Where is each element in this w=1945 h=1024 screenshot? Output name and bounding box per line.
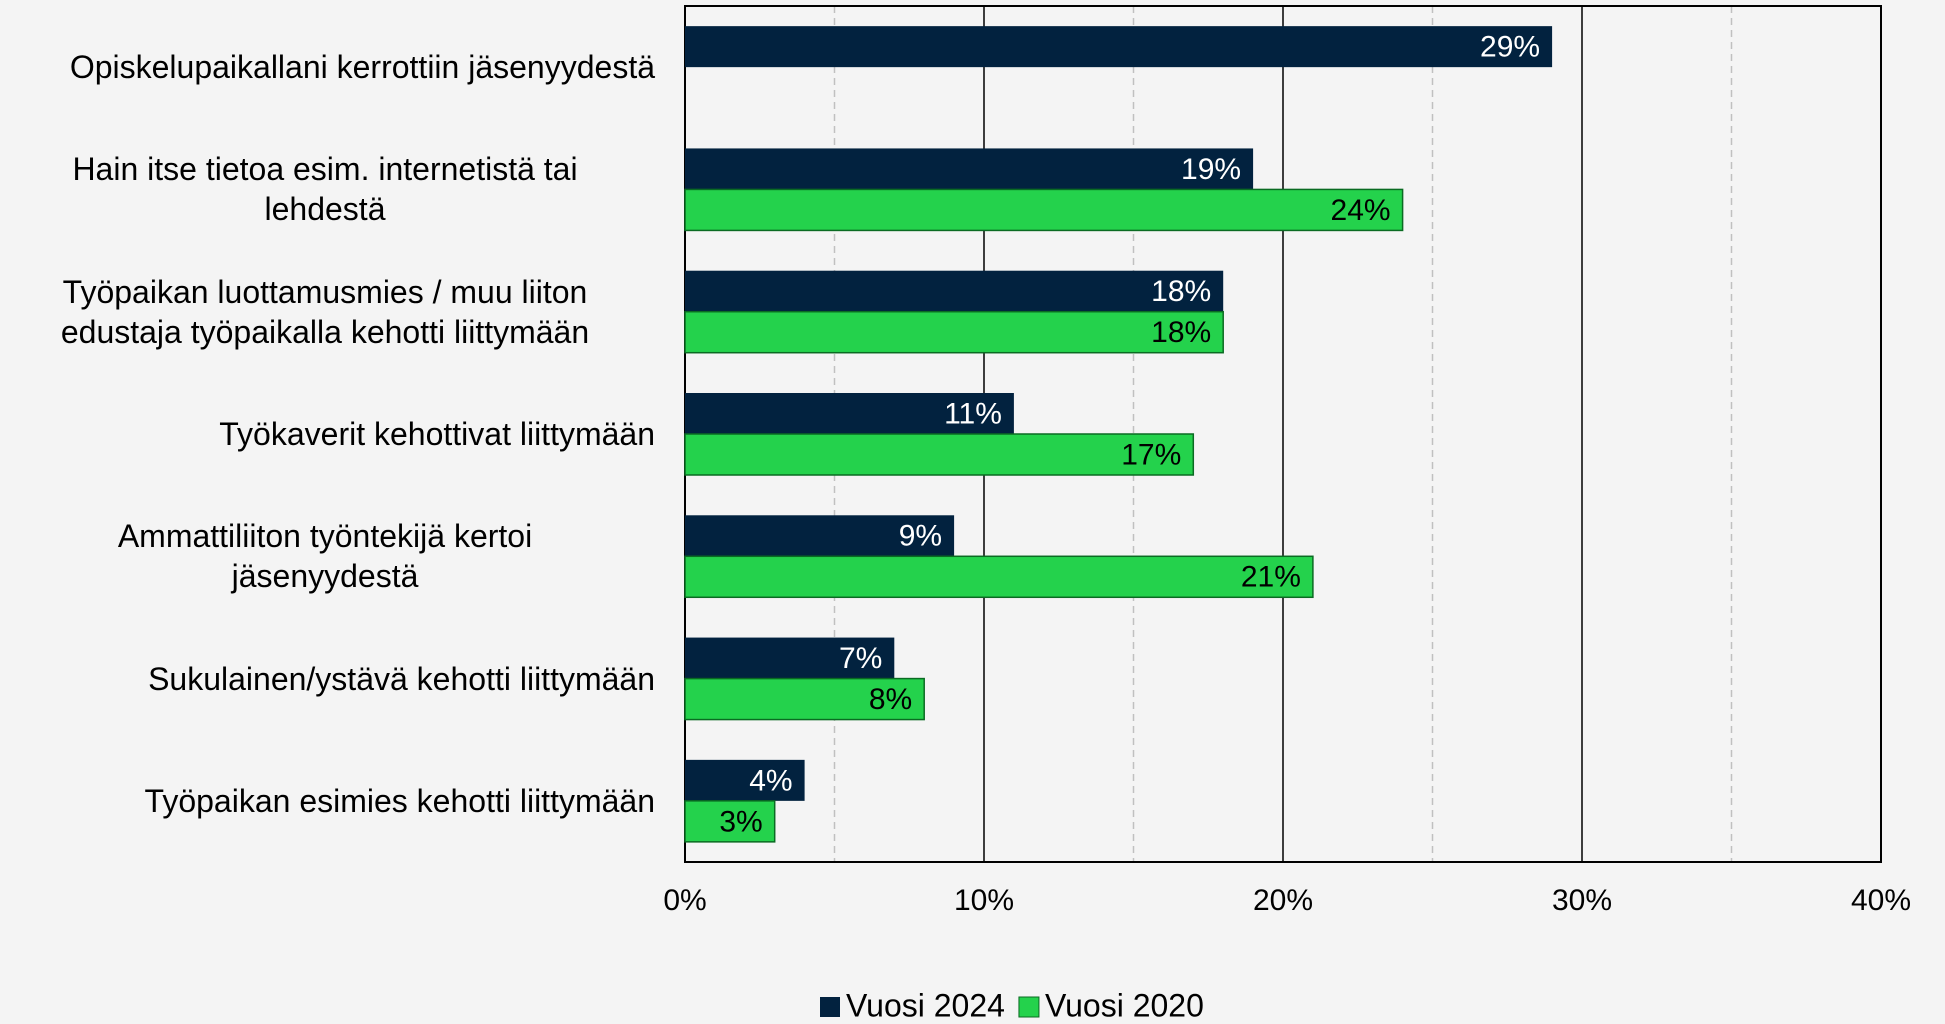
legend-label: Vuosi 2020 [1045,987,1204,1023]
x-tick-label: 10% [954,884,1014,917]
legend-label: Vuosi 2024 [846,987,1005,1023]
value-label: 18% [1151,316,1211,349]
legend-swatch [1018,996,1040,1018]
value-label: 11% [944,397,1002,430]
value-label: 21% [1241,561,1301,594]
x-tick-label: 40% [1851,884,1911,917]
category-label: Hain itse tietoa esim. internetistä tai … [72,151,578,228]
bar [685,515,955,557]
legend-swatch [820,997,840,1017]
value-label: 19% [1181,153,1241,186]
category-label: Opiskelupaikallani kerrottiin jäsenyydes… [69,49,655,86]
value-label: 3% [719,805,762,838]
category-label: Työkaverit kehottivat liittymään [219,416,655,452]
bar [684,433,1195,476]
value-label: 18% [1151,275,1211,308]
value-label: 9% [899,520,942,553]
bar [685,270,1224,312]
bar [685,26,1553,68]
value-label: 29% [1480,31,1540,64]
category-label: Sukulainen/ystävä kehotti liittymään [148,660,655,697]
bar [684,188,1404,232]
bar [684,677,925,721]
category-label: Työpaikan luottamusmies / muu liiton edu… [60,273,590,350]
category-label: Työpaikan esimies kehotti liittymään [144,782,655,819]
category-label: Ammattiliiton työntekijä kertoi jäsenyyd… [117,518,533,595]
bar [685,759,805,801]
value-label: 4% [749,764,792,797]
x-tick-label: 0% [663,884,706,917]
bar [685,148,1254,190]
bar [684,800,776,843]
x-tick-label: 20% [1253,884,1313,917]
x-tick-label: 30% [1552,884,1612,917]
bar [685,637,895,679]
bar [684,310,1224,354]
value-label: 7% [839,642,882,675]
bar [684,555,1314,599]
bar [685,393,1014,434]
value-label: 8% [869,683,912,716]
value-label: 24% [1331,194,1391,227]
value-label: 17% [1121,438,1181,471]
